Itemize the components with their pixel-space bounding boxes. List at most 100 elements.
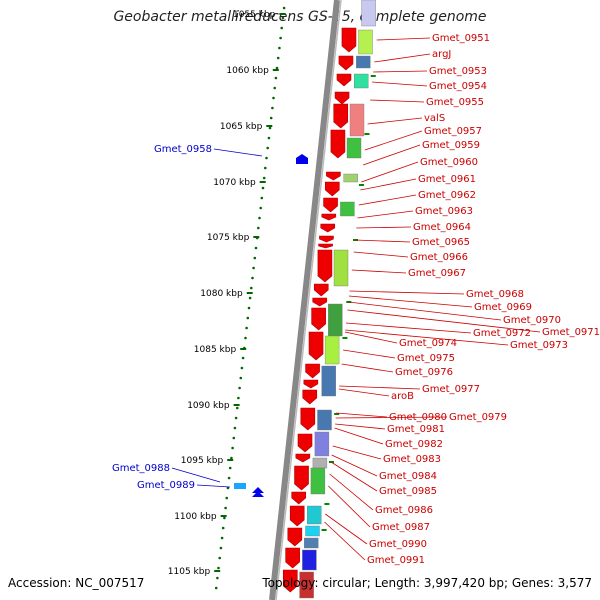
gene-arrow xyxy=(336,73,352,87)
gene-label: Gmet_0968 xyxy=(466,289,524,300)
feature-block xyxy=(340,201,355,217)
label-leader xyxy=(330,461,378,492)
gene-arrow xyxy=(326,171,341,181)
gene-arrow xyxy=(311,307,326,331)
gene-arrow xyxy=(313,283,329,297)
gene-arrow xyxy=(308,331,324,361)
ruler-dot xyxy=(237,396,240,400)
label-leader xyxy=(341,363,394,373)
feature-block xyxy=(343,173,358,183)
feature-block xyxy=(307,505,322,525)
ruler-dot xyxy=(271,106,274,110)
gene-label: Gmet_0954 xyxy=(429,81,487,92)
ruler-dot xyxy=(280,26,284,30)
ruler-dot xyxy=(248,296,252,300)
ruler-tick-label: 1080 kbp xyxy=(200,289,243,299)
ruler-dot xyxy=(259,206,263,210)
ruler-dot xyxy=(233,426,237,430)
gene-label: Gmet_0981 xyxy=(387,424,445,435)
ruler-dot xyxy=(268,126,272,130)
gene-label: Gmet_0982 xyxy=(385,439,443,450)
ruler-tick-label: 1055 kbp xyxy=(233,10,276,20)
gene-arrow xyxy=(338,55,354,71)
ruler-dot xyxy=(272,96,275,100)
gene-arrow xyxy=(324,181,340,197)
gene-arrow xyxy=(294,465,309,491)
ruler-dot xyxy=(251,276,254,280)
ruler-dot xyxy=(225,496,228,500)
feature-block xyxy=(304,537,319,549)
gene-arrow xyxy=(312,297,328,307)
label-leader xyxy=(373,70,428,73)
label-leader xyxy=(324,521,366,561)
feature-block xyxy=(299,571,314,599)
label-leader xyxy=(338,388,390,397)
ruler-tick-label: 1085 kbp xyxy=(194,345,237,355)
gene-label: Gmet_0983 xyxy=(383,454,441,465)
gene-arrow xyxy=(287,527,303,547)
ruler-tick-label: 1090 kbp xyxy=(187,401,230,411)
label-leader xyxy=(334,427,384,445)
ruler-dot xyxy=(262,176,266,180)
label-leader xyxy=(325,513,368,545)
gene-label: Gmet_0960 xyxy=(420,157,478,168)
label-leader xyxy=(343,349,396,359)
gene-arrow xyxy=(303,379,319,389)
gene-label: Gmet_0986 xyxy=(375,505,433,516)
label-leader xyxy=(358,194,417,206)
ruler-dot xyxy=(239,376,243,380)
gene-label: Gmet_0964 xyxy=(413,222,471,233)
ruler-dot xyxy=(228,466,232,470)
label-leader xyxy=(331,454,378,477)
gene-label: Gmet_0991 xyxy=(367,555,425,566)
ruler-dot xyxy=(227,476,231,480)
label-leader xyxy=(353,251,409,258)
backbone-edge xyxy=(275,0,342,600)
label-leader-reverse xyxy=(196,484,231,488)
ruler-dot xyxy=(282,6,286,10)
feature-block xyxy=(358,29,373,55)
ruler-dot xyxy=(257,226,260,230)
ruler-dot xyxy=(246,316,250,320)
feature-block xyxy=(314,431,330,457)
ruler-dot xyxy=(234,416,238,420)
gene-label: Gmet_0977 xyxy=(422,384,480,395)
label-leader xyxy=(336,412,388,418)
ruler-dot xyxy=(217,566,220,570)
feature-track xyxy=(234,0,376,599)
label-leader xyxy=(357,210,414,219)
label-leader xyxy=(339,385,421,390)
ruler-dot xyxy=(241,356,245,360)
label-leader xyxy=(348,301,502,321)
label-leader xyxy=(362,144,421,166)
ruler-dot xyxy=(267,136,271,140)
feature-block xyxy=(321,365,336,397)
reverse-gene-0958 xyxy=(296,154,308,164)
gene-label: Gmet_0966 xyxy=(410,252,468,263)
ruler-dot xyxy=(265,156,268,160)
gene-label: Gmet_0985 xyxy=(379,486,437,497)
gene-label: Gmet_0974 xyxy=(399,338,457,349)
genome-backbone xyxy=(269,0,342,600)
gene-arrow xyxy=(305,363,320,379)
ruler-tick-label: 1100 kbp xyxy=(174,512,217,522)
ruler-dot xyxy=(245,326,248,330)
gene-label: Gmet_0971 xyxy=(542,327,600,338)
label-leader xyxy=(351,269,407,274)
gene-arrow-track xyxy=(282,27,357,593)
ruler-dot xyxy=(247,306,251,310)
ruler-dot xyxy=(253,256,257,260)
ruler-dot xyxy=(266,146,270,150)
gene-arrow xyxy=(318,243,333,249)
label-leader xyxy=(345,322,472,334)
ruler-dot xyxy=(223,516,226,520)
feature-block xyxy=(349,103,365,137)
gene-label: Gmet_0975 xyxy=(397,353,455,364)
feature-block xyxy=(356,55,371,69)
genome-summary: Topology: circular; Length: 3,997,420 bp… xyxy=(262,576,592,590)
genome-title: Geobacter metallireducens GS-15, complet… xyxy=(113,9,487,25)
label-leader xyxy=(344,331,398,344)
label-leader xyxy=(335,423,386,430)
ruler-dot xyxy=(236,406,239,410)
